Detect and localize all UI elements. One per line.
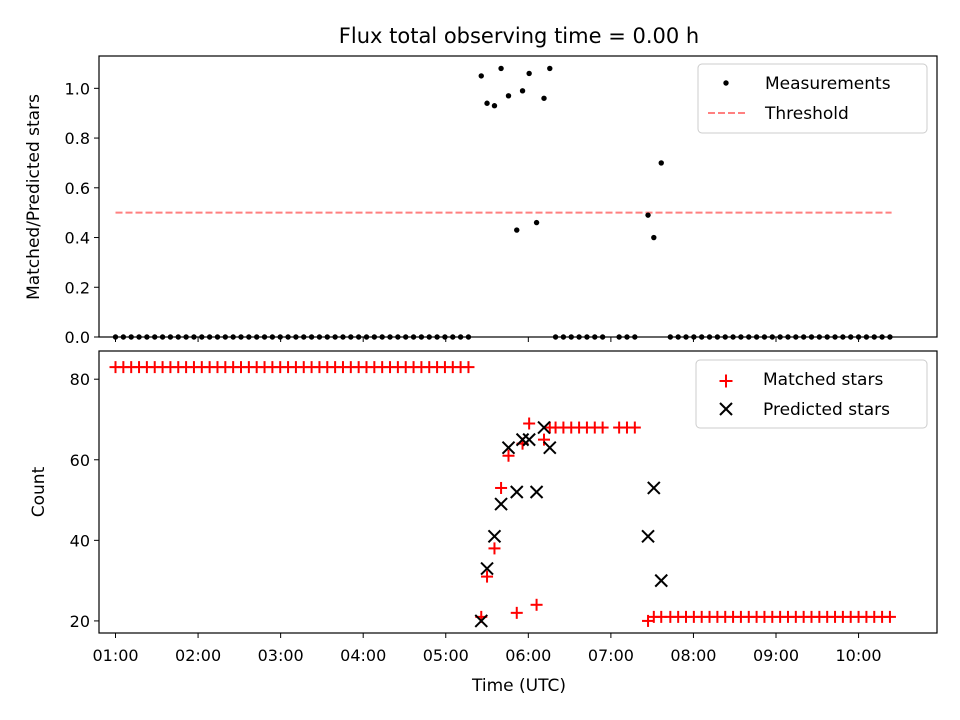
- predicted-star-marker: [529, 485, 544, 499]
- legend-matched-marker: [719, 374, 733, 388]
- matched-star-marker: [502, 449, 515, 462]
- predicted-star-marker: [641, 529, 655, 544]
- predicted-star-marker: [487, 529, 502, 544]
- legend-threshold-label: Threshold: [764, 104, 849, 124]
- top-legend-box: [697, 63, 928, 134]
- matched-star-marker: [538, 433, 551, 446]
- top-y-tick-label: 0.6: [65, 179, 90, 198]
- bottom-axes-frame: [98, 350, 938, 634]
- measurement-point: [505, 93, 512, 99]
- matched-star-marker: [495, 481, 508, 494]
- top-x-ticks: [115, 337, 860, 342]
- measurement-point: [651, 234, 657, 241]
- top-panel: 0.0 0.2 0.4 0.6 0.8 1.0 Matched/Predicted sta…: [24, 55, 938, 347]
- x-tick-label: 04:00: [340, 646, 386, 665]
- measurement-point: [519, 88, 526, 94]
- predicted-star-marker: [494, 497, 508, 511]
- x-tick-label: 09:00: [753, 646, 799, 665]
- predicted-star-marker: [501, 440, 516, 455]
- x-tick-label: 05:00: [423, 646, 469, 665]
- measurement-point: [498, 65, 504, 72]
- measurement-point: [491, 103, 498, 109]
- predicted-star-marker: [480, 561, 494, 576]
- top-axes-frame: [98, 55, 938, 338]
- matched-stars-points: [109, 361, 896, 627]
- measurement-point: [526, 70, 532, 77]
- predicted-star-marker: [647, 481, 661, 495]
- matched-star-marker: [510, 606, 523, 619]
- measurement-point: [541, 95, 547, 101]
- predicted-star-marker: [654, 573, 668, 588]
- x-tick-label: 03:00: [258, 646, 304, 665]
- predicted-star-marker: [522, 432, 536, 447]
- measurement-point: [484, 100, 490, 106]
- matched-star-marker: [488, 542, 501, 555]
- bottom-legend-box: [695, 359, 928, 429]
- matched-star-marker: [628, 421, 641, 434]
- bottom-y-axis-label: Count: [29, 466, 49, 517]
- top-y-axis-label: Matched/Predicted stars: [24, 94, 44, 300]
- predicted-star-marker: [543, 440, 557, 455]
- top-legend: Measurements Threshold: [697, 63, 928, 134]
- top-y-tick-label: 0.0: [65, 328, 90, 347]
- x-tick-label: 08:00: [670, 646, 716, 665]
- predicted-star-marker: [537, 420, 551, 435]
- measurement-point: [514, 227, 520, 233]
- legend-measurements-label: Measurements: [765, 74, 891, 94]
- measurement-point: [658, 160, 664, 166]
- x-tick-label: 06:00: [505, 646, 551, 665]
- matched-star-marker: [530, 598, 543, 611]
- matched-star-marker: [481, 570, 494, 583]
- bottom-y-ticks: 20 40 60 80: [70, 370, 99, 631]
- bottom-y-tick-label: 20: [70, 612, 90, 631]
- matched-star-marker: [543, 421, 556, 434]
- x-tick-label: 01:00: [92, 646, 138, 665]
- bottom-y-tick-label: 60: [70, 451, 90, 470]
- bottom-legend: Matched stars Predicted stars: [695, 359, 928, 429]
- legend-matched-label: Matched stars: [763, 370, 883, 390]
- legend-predicted-marker: [719, 402, 733, 416]
- matched-star-marker: [596, 421, 609, 434]
- x-tick-label: 02:00: [175, 646, 221, 665]
- top-y-tick-label: 1.0: [65, 79, 90, 98]
- matched-star-marker: [655, 610, 668, 623]
- bottom-y-tick-label: 80: [70, 370, 90, 389]
- top-y-ticks: 0.0 0.2 0.4 0.6 0.8 1.0: [65, 79, 99, 347]
- matched-star-marker: [462, 361, 475, 374]
- legend-predicted-label: Predicted stars: [763, 400, 890, 420]
- measurement-point: [478, 73, 484, 79]
- bottom-x-ticks: 01:00 02:00 03:00 04:00 05:00 06:00 07:00 08:00…: [92, 633, 882, 665]
- predicted-star-marker: [474, 614, 488, 628]
- predicted-stars-points: [474, 420, 668, 628]
- measurement-point: [645, 212, 651, 218]
- top-y-tick-label: 0.2: [65, 278, 90, 297]
- chart-title: Flux total observing time = 0.00 h: [339, 24, 699, 48]
- x-tick-label: 10:00: [836, 646, 882, 665]
- x-axis-label: Time (UTC): [471, 676, 566, 696]
- bottom-y-tick-label: 40: [70, 531, 90, 550]
- predicted-star-marker: [510, 485, 524, 499]
- legend-measurements-marker: [723, 80, 729, 86]
- matched-star-marker: [523, 417, 536, 430]
- measurement-point: [533, 219, 540, 226]
- matched-star-marker: [883, 610, 896, 623]
- x-tick-label: 07:00: [588, 646, 634, 665]
- top-y-tick-label: 0.4: [65, 229, 90, 248]
- top-y-tick-label: 0.8: [65, 129, 90, 148]
- measurement-point: [547, 65, 553, 72]
